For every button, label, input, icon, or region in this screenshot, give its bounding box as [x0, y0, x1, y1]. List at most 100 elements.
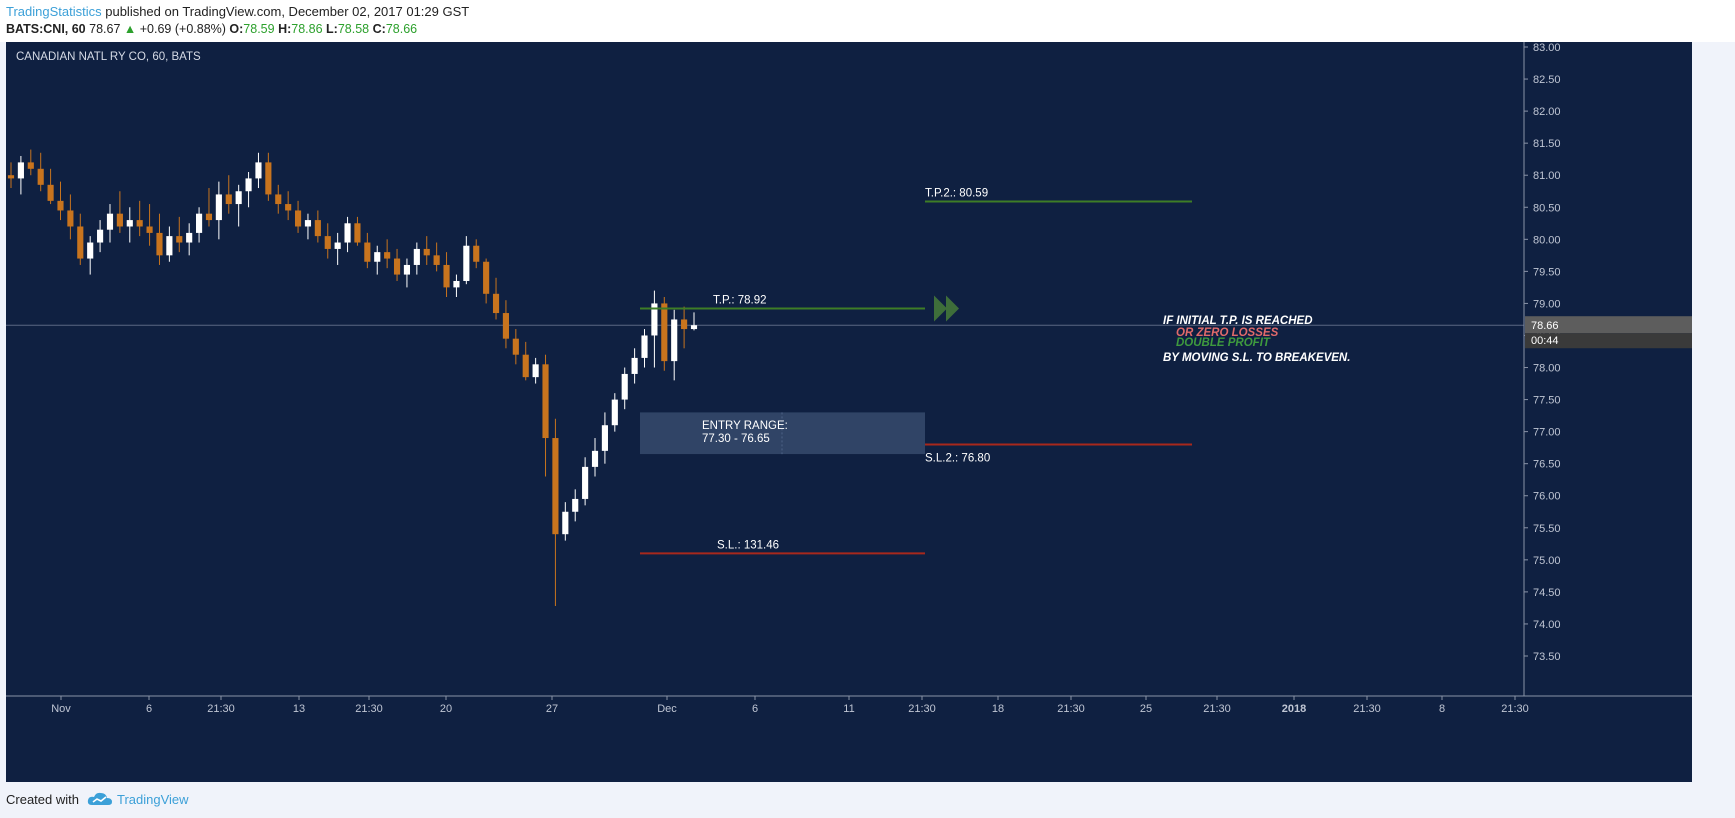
take-profit-2-label: T.P.2.: 80.59 — [925, 187, 988, 199]
time-tick-label: Dec — [657, 703, 677, 715]
chart-footer: Created with TradingView — [0, 782, 1735, 818]
time-tick-label: Nov — [51, 703, 71, 715]
candle-body — [146, 226, 153, 233]
candle-body — [156, 232, 163, 256]
candle-body — [572, 498, 579, 512]
price-tick-label: 81.50 — [1533, 138, 1561, 150]
candle-body — [106, 213, 114, 230]
candle-body — [681, 319, 688, 330]
candle-body — [136, 220, 143, 227]
price-tick-label: 80.50 — [1533, 202, 1561, 214]
candle-body — [116, 213, 123, 227]
candle-body — [285, 204, 292, 211]
candle-body — [591, 450, 599, 467]
candle-body — [473, 245, 480, 262]
publish-line: TradingStatistics published on TradingVi… — [6, 4, 469, 19]
candle-body — [314, 220, 321, 237]
candle-body — [621, 373, 628, 400]
candle-body — [205, 213, 213, 221]
price-tick-label: 80.00 — [1533, 234, 1561, 246]
candle-body — [512, 338, 519, 355]
current-price-label: 78.66 — [1531, 320, 1559, 332]
candle-body — [483, 261, 490, 294]
chart-background — [6, 42, 1692, 782]
candle-body — [126, 220, 133, 227]
candle-body — [354, 223, 361, 243]
low-value: 78.58 — [337, 22, 370, 36]
candle-body — [17, 162, 24, 179]
chart-title: CANADIAN NATL RY CO, 60, BATS — [16, 51, 201, 63]
candle-body — [334, 242, 341, 249]
note-line-2: OR ZERO LOSSES — [1176, 327, 1279, 339]
candle-body — [176, 236, 183, 243]
price-chart[interactable]: ENTRY RANGE:77.30 - 76.65 T.P.: 78.92 T.P.… — [6, 42, 1692, 782]
price-tick-label: 76.00 — [1533, 491, 1561, 503]
open-value: 78.59 — [243, 22, 275, 36]
time-tick-label: 6 — [752, 703, 758, 715]
close-label: C: — [372, 22, 386, 36]
candle-body — [463, 245, 470, 281]
time-tick-label: 11 — [843, 703, 854, 715]
candle-body — [364, 242, 371, 262]
symbol-line: BATS:CNI, 60 78.67 ▲ +0.69 (+0.88%) O:78… — [6, 22, 417, 36]
double-arrow-icon — [946, 295, 959, 322]
candle-body — [492, 293, 500, 314]
high-label: H: — [278, 22, 292, 36]
price-tick-label: 78.00 — [1533, 363, 1561, 375]
time-tick-label: 18 — [992, 703, 1004, 715]
author-link[interactable]: TradingStatistics — [6, 4, 102, 19]
time-tick-label: 21:30 — [1203, 703, 1231, 715]
candle-body — [97, 229, 104, 243]
up-arrow-icon: ▲ — [123, 22, 137, 36]
price-tick-label: 73.50 — [1533, 651, 1561, 663]
time-tick-label: 21:30 — [1057, 703, 1085, 715]
candle-body — [502, 313, 509, 339]
low-label: L: — [326, 22, 338, 36]
tradingview-brand-link[interactable]: TradingView — [117, 792, 189, 807]
candle-body — [245, 178, 252, 192]
candle-body — [324, 236, 331, 249]
candle-body — [661, 303, 668, 362]
time-tick-label: 27 — [546, 703, 558, 715]
price-tick-label: 82.00 — [1533, 106, 1561, 118]
take-profit-label: T.P.: 78.92 — [713, 295, 767, 307]
note-line-3: DOUBLE PROFIT — [1176, 337, 1271, 349]
candle-body — [552, 438, 559, 535]
candle-body — [215, 194, 222, 221]
candle-body — [166, 236, 173, 256]
candle-body — [87, 242, 94, 259]
candle-body — [393, 258, 401, 275]
candle-body — [532, 364, 539, 378]
candle-body — [344, 223, 351, 243]
stop-loss-label: S.L.: 131.46 — [717, 539, 779, 551]
candle-body — [690, 325, 698, 330]
candle-body — [304, 220, 312, 227]
tradingview-cloud-icon[interactable] — [87, 790, 113, 808]
price-tick-label: 74.50 — [1533, 587, 1561, 599]
candle-body — [562, 511, 569, 535]
candle-body — [522, 354, 529, 378]
candle-body — [57, 200, 64, 211]
open-label: O: — [229, 22, 244, 36]
candle-body — [611, 399, 618, 426]
candle-body — [443, 264, 450, 288]
chart-area[interactable]: ENTRY RANGE: 77.30 - 76.65 T.P.: 78.92 T.P.… — [6, 42, 1692, 782]
candle-body — [196, 213, 203, 233]
candle-body — [582, 466, 589, 499]
price-change: +0.69 (+0.88%) — [139, 22, 226, 36]
candle-body — [67, 210, 74, 227]
symbol-label: BATS:CNI, 60 — [6, 22, 86, 36]
price-tick-label: 76.50 — [1533, 459, 1561, 471]
candle-body — [27, 162, 34, 169]
close-value: 78.66 — [385, 22, 418, 36]
candle-body — [7, 175, 15, 179]
candle-body — [542, 364, 549, 439]
price-axis — [1524, 42, 1692, 782]
published-text: published on TradingView.com, December 0… — [105, 4, 470, 19]
time-tick-label: 13 — [293, 703, 305, 715]
candle-body — [403, 264, 411, 275]
price-tick-label: 77.50 — [1533, 395, 1561, 407]
price-tick-label: 79.00 — [1533, 298, 1561, 310]
candle-body — [186, 232, 193, 243]
candle-body — [423, 248, 430, 256]
